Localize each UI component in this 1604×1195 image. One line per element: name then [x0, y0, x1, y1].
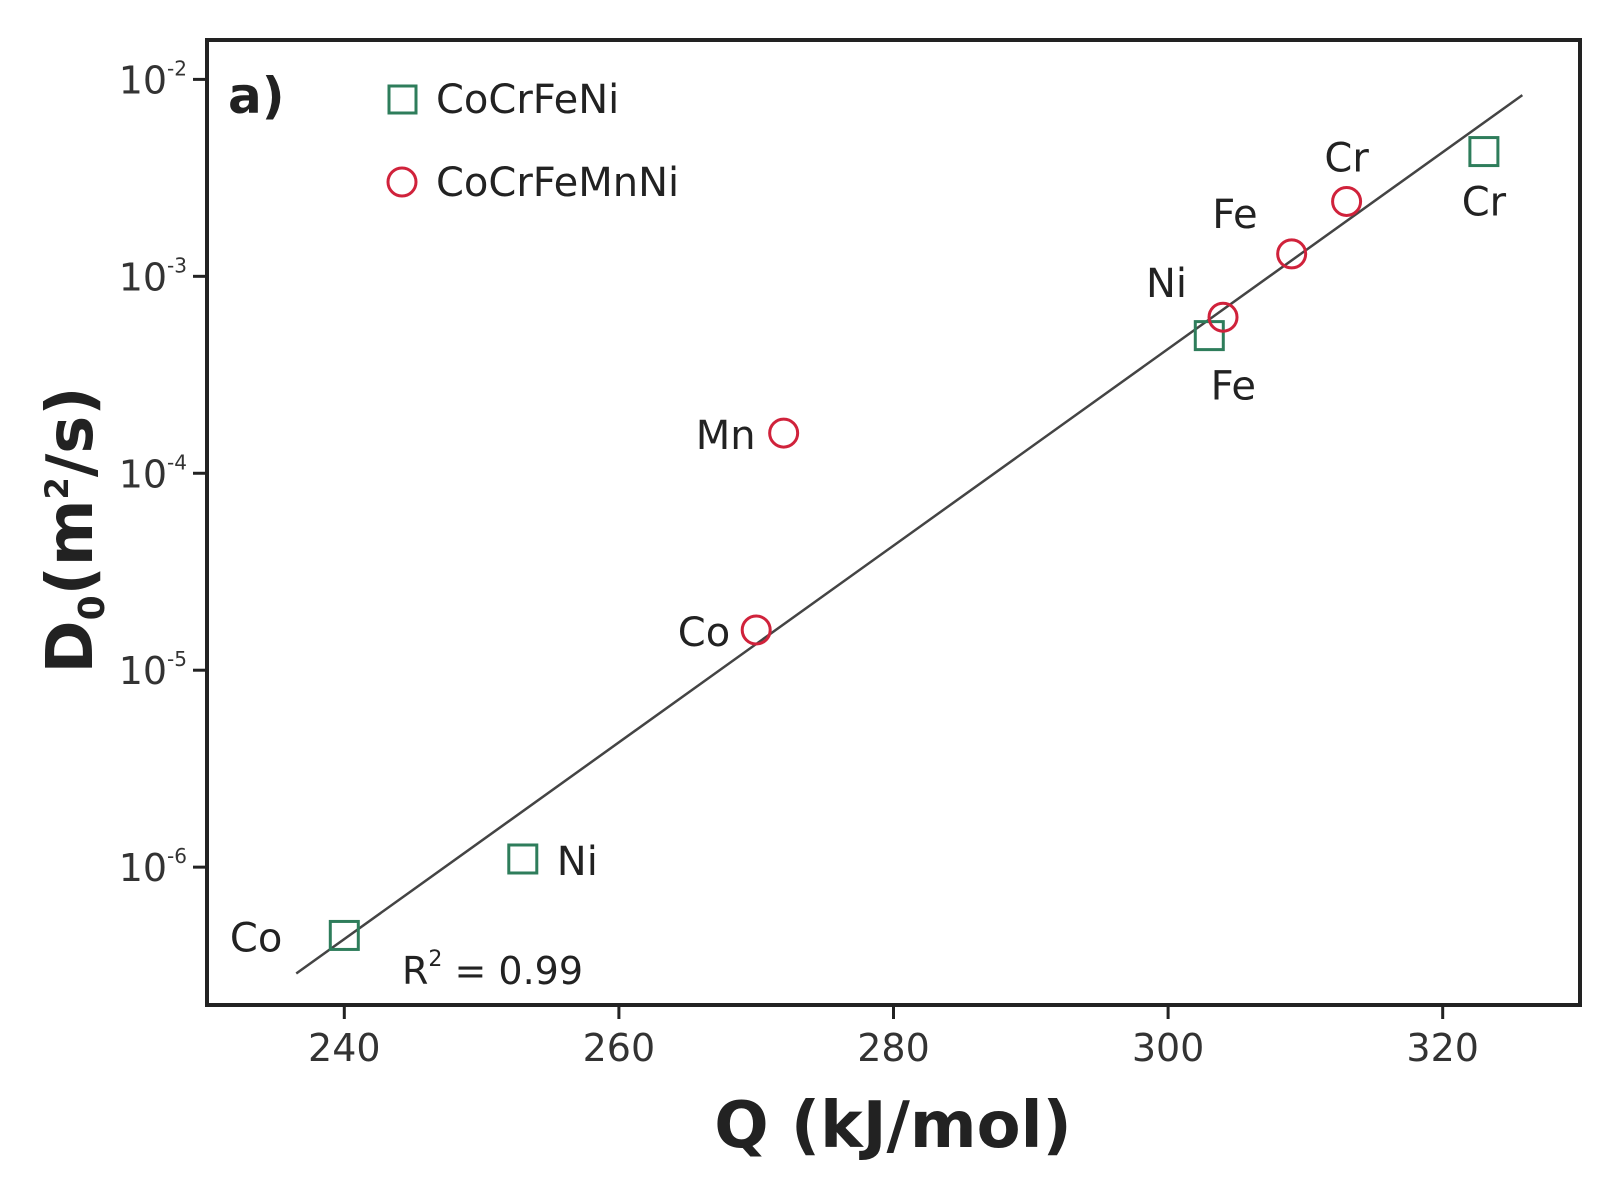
point-square-cocrfeni-co: [328, 919, 360, 951]
r-squared-base: R: [402, 949, 428, 993]
y-axis-title-sup: 2: [38, 477, 76, 499]
fit-line: [295, 94, 1524, 975]
x-tick-label: 240: [308, 1026, 381, 1070]
legend-label-cocrfemnni: CoCrFeMnNi: [436, 160, 679, 206]
legend-label-cocrfeni: CoCrFeNi: [436, 77, 619, 123]
point-circle-cocrfemnni-ni: [1207, 301, 1239, 333]
x-tick-label: 280: [857, 1026, 930, 1070]
legend: CoCrFeNi CoCrFeMnNi: [386, 77, 679, 206]
x-tick-label: 320: [1406, 1026, 1479, 1070]
point-label-cocrfemnni-fe: Fe: [1212, 192, 1257, 238]
y-axis-title-sub: 0: [72, 595, 113, 620]
point-label-cocrfeni-cr: Cr: [1462, 180, 1507, 226]
y-axis-title-open: (m: [34, 499, 108, 595]
r-squared-sup: 2: [428, 947, 442, 972]
point-label-cocrfeni-fe: Fe: [1211, 364, 1256, 410]
point-label-cocrfemnni-mn: Mn: [696, 413, 756, 459]
x-ticks: 240 260 280 300 320: [308, 1005, 1479, 1070]
point-square-cocrfeni-cr: [1468, 136, 1500, 168]
point-label-cocrfemnni-ni: Ni: [1146, 261, 1187, 307]
y-axis-title-main: D: [34, 620, 108, 673]
r-squared-rest: = 0.99: [442, 949, 583, 993]
y-axis-title: D0(m2/s): [34, 386, 113, 673]
point-circle-cocrfemnni-cr: [1331, 185, 1363, 217]
point-label-cocrfeni-co: Co: [230, 915, 282, 961]
y-tick-label: 10-6: [119, 844, 187, 890]
point-circle-cocrfemnni-co: [740, 614, 772, 646]
panel-label: a): [228, 67, 285, 125]
x-tick-label: 260: [583, 1026, 656, 1070]
legend-marker-square: [387, 84, 418, 115]
point-label-cocrfemnni-co: Co: [678, 610, 730, 656]
y-tick-label: 10-2: [119, 56, 187, 102]
x-axis-title: Q (kJ/mol): [714, 1089, 1072, 1163]
point-circle-cocrfemnni-mn: [768, 417, 800, 449]
point-square-cocrfeni-ni: [507, 843, 539, 875]
point-circle-cocrfemnni-fe: [1276, 238, 1308, 270]
point-label-cocrfeni-ni: Ni: [557, 839, 598, 885]
point-labels: Co Ni Fe Cr Co Mn Ni Fe Cr: [230, 135, 1507, 961]
point-label-cocrfemnni-cr: Cr: [1324, 135, 1369, 181]
y-axis-title-close: /s): [34, 386, 108, 477]
plot-frame: [205, 38, 1582, 1007]
y-ticks: 10-6 10-5 10-4 10-3 10-2: [119, 56, 207, 890]
legend-marker-circle: [386, 166, 418, 198]
r-squared-annotation: R2 = 0.99: [402, 947, 583, 993]
x-tick-label: 300: [1132, 1026, 1205, 1070]
data-points: [328, 136, 1500, 951]
y-tick-label: 10-3: [119, 253, 187, 299]
y-tick-label: 10-5: [119, 647, 187, 693]
y-tick-label: 10-4: [119, 450, 187, 496]
